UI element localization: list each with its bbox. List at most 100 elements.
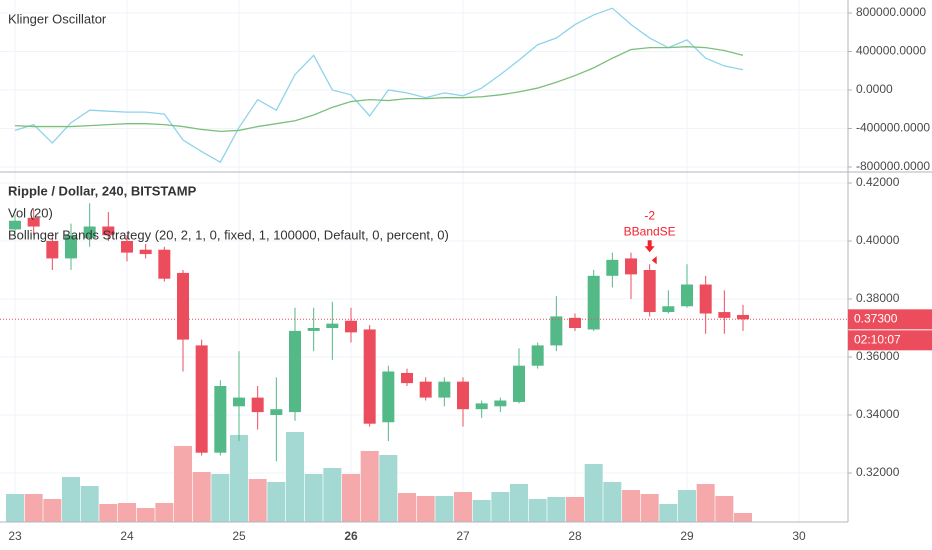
volume-bar xyxy=(510,484,529,522)
y-tick-label: 0.32000 xyxy=(856,465,900,479)
volume-bar xyxy=(286,432,305,522)
oscillator-line xyxy=(14,7,744,164)
candle-body xyxy=(65,235,78,259)
candle-body xyxy=(587,275,600,330)
volume-bar xyxy=(62,477,81,522)
countdown-box xyxy=(848,330,932,351)
volume-bar xyxy=(398,493,417,522)
volume-bar xyxy=(566,497,585,522)
candle-body xyxy=(531,345,544,366)
volume-bar xyxy=(715,496,734,522)
candle-body xyxy=(195,345,208,453)
volume-bar xyxy=(304,474,323,522)
volume-bar xyxy=(99,504,118,522)
x-tick-label: 25 xyxy=(232,529,246,543)
candle-body xyxy=(9,220,21,230)
candle-body xyxy=(233,397,246,407)
y-tick-label: 0.38000 xyxy=(856,291,900,305)
candle-body xyxy=(139,249,152,255)
candle-body xyxy=(46,241,59,259)
volume-bar xyxy=(622,490,641,522)
candle-body xyxy=(606,259,619,276)
x-tick-label: 30 xyxy=(792,529,806,543)
volume-bar xyxy=(211,474,230,522)
candle-body xyxy=(345,320,358,333)
candle-body xyxy=(662,306,675,313)
candle-body xyxy=(83,226,96,239)
volume-bar xyxy=(360,451,379,522)
candle-body xyxy=(177,272,190,340)
y-tick-label: 0.36000 xyxy=(856,349,900,363)
strategy-title: Bollinger Bands Strategy (20, 2, 1, 0, f… xyxy=(8,227,449,242)
y-tick-label: 0.42000 xyxy=(856,175,900,189)
volume-bar xyxy=(6,494,24,522)
candle-body xyxy=(457,381,470,410)
volume-bar xyxy=(136,508,155,522)
candle-body xyxy=(121,241,134,253)
candle-body xyxy=(718,312,731,318)
y-tick-label: 0.40000 xyxy=(856,233,900,247)
x-tick-label: 29 xyxy=(680,529,694,543)
candle-body xyxy=(438,381,451,398)
signal-flag xyxy=(651,256,657,265)
signal-quantity: -2 xyxy=(644,208,655,222)
candle-body xyxy=(289,330,302,413)
volume-bar xyxy=(454,492,473,522)
volume-bar xyxy=(80,486,99,522)
volume-bar xyxy=(192,472,211,522)
candle-body xyxy=(475,403,488,410)
volume-bar xyxy=(24,494,43,522)
candle-body xyxy=(27,217,40,227)
y-tick-label: -400000.0000 xyxy=(856,121,930,135)
volume-bar xyxy=(678,490,697,522)
y-tick-label: -800000.0000 xyxy=(856,159,930,173)
candle-body xyxy=(401,372,414,384)
candle-body xyxy=(326,323,339,329)
last-price-label: 0.37300 xyxy=(854,311,898,325)
candle-body xyxy=(270,409,283,415)
last-price-box xyxy=(848,309,932,330)
plot: -2 BBandSE xyxy=(0,7,848,522)
volume-bar xyxy=(43,499,62,522)
volume-bar xyxy=(379,455,398,522)
countdown-label: 02:10:07 xyxy=(854,332,901,346)
candle-body xyxy=(681,284,694,307)
volume-bar xyxy=(734,513,753,522)
candle-body xyxy=(494,400,507,407)
candle-body xyxy=(569,317,582,329)
candle-body xyxy=(363,329,376,424)
candle-body xyxy=(158,249,171,279)
volume-bar xyxy=(416,496,435,522)
candle-body xyxy=(419,381,432,398)
volume-bar xyxy=(118,503,137,522)
volume-bar xyxy=(248,479,267,522)
y-tick-label: 0.34000 xyxy=(856,407,900,421)
y-tick-label: 800000.0000 xyxy=(856,5,926,19)
volume-bar xyxy=(696,484,715,522)
volume-bar xyxy=(174,446,193,522)
volume-bar xyxy=(230,435,249,522)
oscillator-title: Klinger Oscillator xyxy=(8,11,107,26)
candle-body xyxy=(625,258,638,275)
candle-body xyxy=(699,284,712,314)
candle-body xyxy=(214,386,227,453)
signal-label: BBandSE xyxy=(624,224,676,238)
candle-body xyxy=(251,397,264,413)
x-tick-label: 24 xyxy=(120,529,134,543)
volume-title: Vol (20) xyxy=(8,205,53,220)
volume-bar xyxy=(547,497,566,522)
candle-body xyxy=(382,371,395,423)
volume-bar xyxy=(342,474,361,522)
volume-bar xyxy=(267,482,286,522)
y-tick-label: 400000.0000 xyxy=(856,44,926,58)
x-tick-label: 27 xyxy=(456,529,470,543)
volume-bar xyxy=(584,464,603,522)
volume-bar xyxy=(472,500,491,522)
candle-body xyxy=(102,226,115,236)
volume-bar xyxy=(155,503,174,522)
signal-arrow xyxy=(644,240,655,253)
candle-body xyxy=(307,328,320,331)
oscillator-line xyxy=(14,46,744,133)
